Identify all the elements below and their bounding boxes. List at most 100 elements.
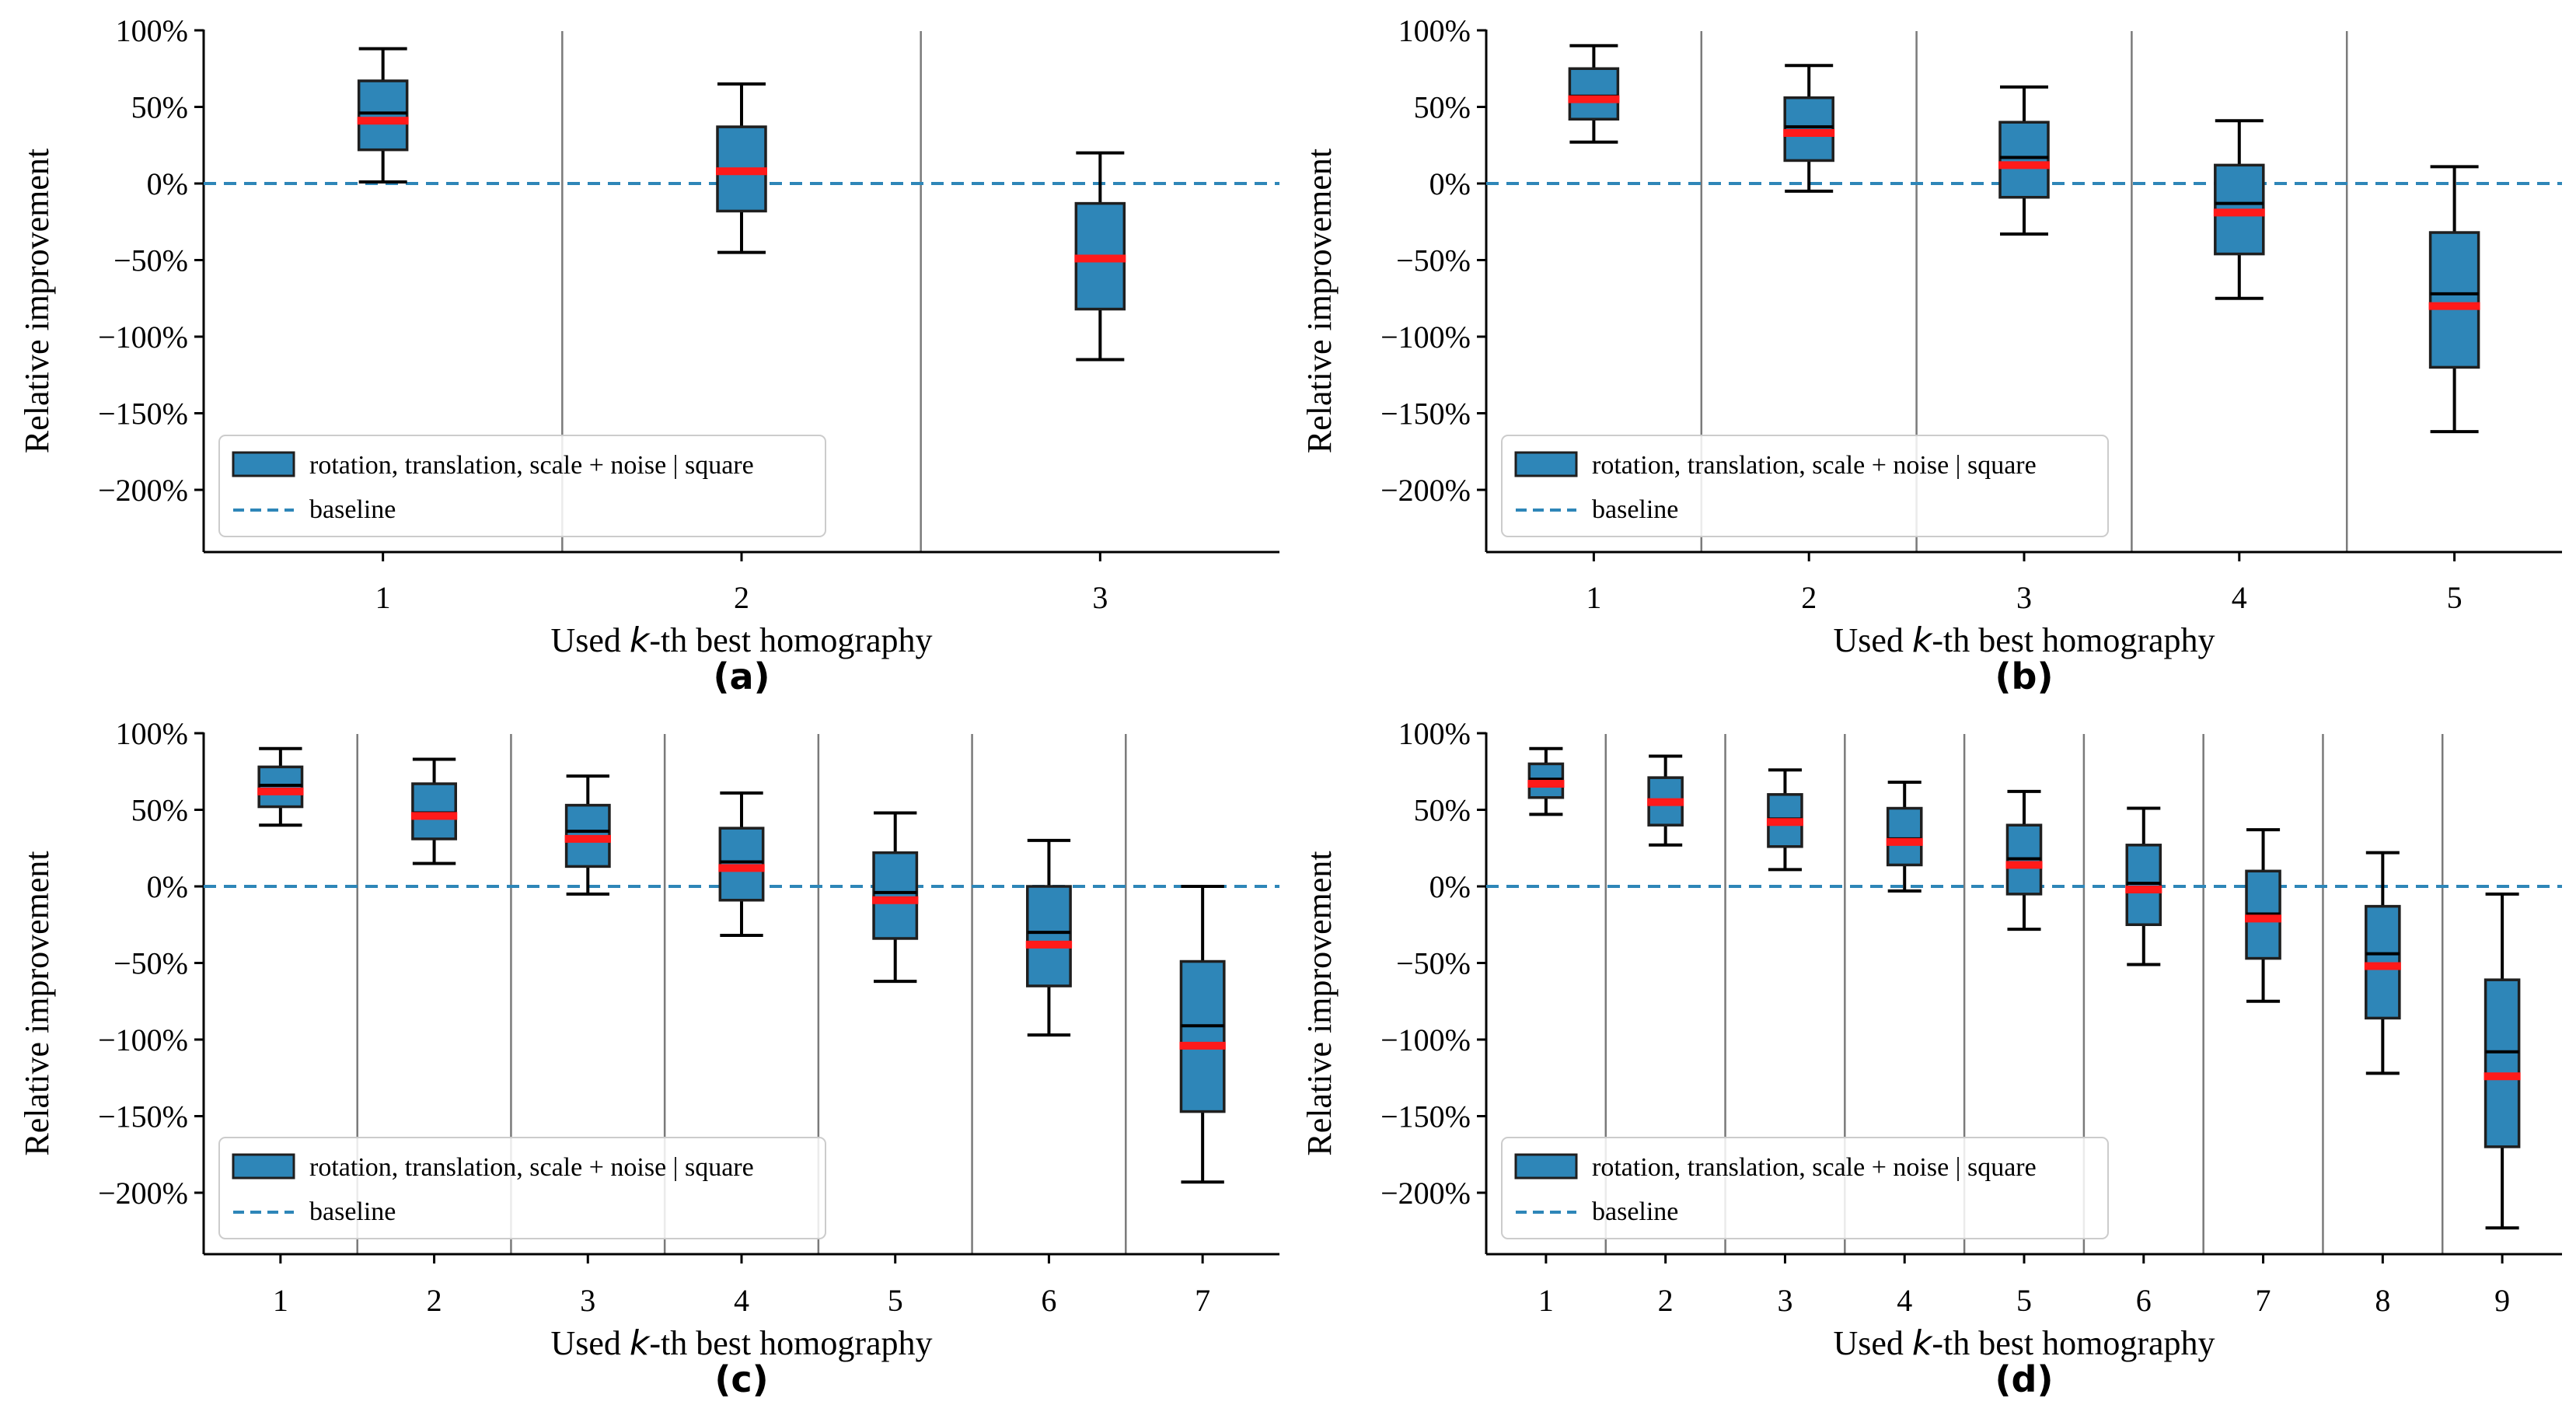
- x-tick-label: 5: [2016, 1283, 2032, 1318]
- iqr-box: [1179, 959, 1226, 1113]
- iqr-box: [2428, 231, 2480, 369]
- legend-frame: [1501, 1137, 2109, 1239]
- x-tick-label: 3: [1777, 1283, 1792, 1318]
- y-tick-label: 50%: [131, 793, 188, 828]
- panel-label: (b): [1995, 655, 2054, 697]
- iqr-box: [1568, 67, 1620, 121]
- box-7: [2245, 828, 2282, 1003]
- legend: rotation, translation, scale + noise | s…: [1501, 435, 2109, 537]
- iqr-box: [357, 79, 409, 152]
- x-tick-label: 2: [734, 580, 749, 615]
- x-axis-title: Used k-th best homography: [550, 1323, 932, 1363]
- box-6: [2125, 806, 2162, 966]
- box-3: [1074, 151, 1126, 362]
- x-tick-label: 1: [1538, 1283, 1554, 1318]
- legend-box-label: rotation, translation, scale + noise | s…: [1592, 1153, 2037, 1182]
- x-tick-label: 3: [1092, 580, 1108, 615]
- y-axis-title: Relative improvement: [1300, 851, 1339, 1155]
- legend-baseline-label: baseline: [1592, 1197, 1678, 1226]
- panel-a: 100% 50% 0% −50% −100% −150% −200% Relative imp…: [18, 13, 1279, 697]
- box-2: [1783, 64, 1835, 193]
- y-tick-label: −150%: [1380, 397, 1471, 432]
- legend-box-swatch: [1514, 451, 1578, 477]
- legend-baseline-label: baseline: [309, 1197, 396, 1226]
- legend-box-label: rotation, translation, scale + noise | s…: [309, 451, 754, 480]
- box-2: [1647, 754, 1684, 847]
- x-tick-label: 3: [2016, 580, 2032, 615]
- x-tick-label: 1: [1586, 580, 1601, 615]
- y-tick-label: −100%: [98, 320, 188, 355]
- legend-box-swatch: [232, 1153, 295, 1180]
- x-tick-label: 3: [580, 1283, 595, 1318]
- iqr-box: [2484, 978, 2521, 1148]
- panel-label: (c): [714, 1358, 768, 1400]
- y-tick-label: 100%: [1398, 13, 1471, 48]
- x-tick-label: 1: [273, 1283, 288, 1318]
- panel-d: 100% 50% 0% −50% −100% −150% −200% Relative imp…: [1300, 716, 2562, 1400]
- box-1: [1568, 44, 1620, 144]
- panel-label: (a): [713, 655, 770, 697]
- iqr-box: [1025, 885, 1072, 987]
- y-tick-label: 50%: [131, 90, 188, 125]
- legend-baseline-label: baseline: [309, 495, 396, 524]
- box-5: [2005, 789, 2043, 931]
- y-tick-label: −200%: [1380, 1176, 1471, 1211]
- y-tick-label: 100%: [116, 13, 188, 48]
- x-tick-label: 6: [1041, 1283, 1056, 1318]
- y-tick-label: −100%: [98, 1022, 188, 1057]
- legend-box-label: rotation, translation, scale + noise | s…: [1592, 451, 2037, 480]
- iqr-box: [872, 851, 919, 940]
- y-axis-title: Relative improvement: [1300, 149, 1339, 453]
- legend-frame: [1501, 435, 2109, 537]
- y-tick-label: −150%: [1380, 1099, 1471, 1134]
- legend: rotation, translation, scale + noise | s…: [218, 435, 826, 537]
- x-axis-title: Used k-th best homography: [1833, 620, 2215, 660]
- x-tick-label: 4: [734, 1283, 749, 1318]
- x-tick-label: 1: [375, 580, 391, 615]
- box-8: [2364, 851, 2401, 1075]
- y-axis-title: Relative improvement: [18, 149, 56, 453]
- x-tick-label: 4: [2232, 580, 2247, 615]
- y-tick-label: −50%: [113, 243, 188, 278]
- legend-box-swatch: [1514, 1153, 1578, 1180]
- iqr-box: [1998, 121, 2050, 199]
- box-2: [716, 82, 767, 254]
- box-9: [2484, 892, 2521, 1230]
- x-tick-label: 2: [427, 1283, 442, 1318]
- box-4: [2213, 119, 2265, 300]
- y-tick-label: 100%: [116, 716, 188, 751]
- x-tick-label: 2: [1801, 580, 1817, 615]
- legend-baseline-label: baseline: [1592, 495, 1678, 524]
- iqr-box: [1886, 806, 1923, 867]
- box-1: [1527, 746, 1565, 816]
- y-tick-label: 0%: [1429, 869, 1471, 904]
- panel-label: (d): [1995, 1358, 2054, 1400]
- box-3: [564, 774, 611, 896]
- x-tick-label: 9: [2494, 1283, 2510, 1318]
- box-4: [1886, 781, 1923, 893]
- x-tick-label: 4: [1897, 1283, 1912, 1318]
- x-tick-label: 5: [2447, 580, 2463, 615]
- x-tick-label: 8: [2375, 1283, 2390, 1318]
- y-tick-label: −100%: [1380, 320, 1471, 355]
- y-tick-label: −100%: [1380, 1022, 1471, 1057]
- y-tick-label: −150%: [98, 397, 188, 432]
- legend-box-label: rotation, translation, scale + noise | s…: [309, 1153, 754, 1182]
- y-tick-label: 50%: [1414, 90, 1471, 125]
- y-tick-label: −200%: [1380, 473, 1471, 508]
- y-tick-label: 50%: [1414, 793, 1471, 828]
- y-tick-label: 0%: [1429, 166, 1471, 201]
- legend: rotation, translation, scale + noise | s…: [218, 1137, 826, 1239]
- legend-frame: [218, 435, 826, 537]
- y-tick-label: 0%: [147, 869, 188, 904]
- box-5: [2428, 165, 2480, 434]
- x-tick-label: 2: [1658, 1283, 1674, 1318]
- panel-c: 100% 50% 0% −50% −100% −150% −200% Relative imp…: [18, 716, 1279, 1400]
- legend-frame: [218, 1137, 826, 1239]
- x-axis-title: Used k-th best homography: [1833, 1323, 2215, 1363]
- legend: rotation, translation, scale + noise | s…: [1501, 1137, 2109, 1239]
- box-3: [1766, 768, 1803, 872]
- box-6: [1025, 838, 1073, 1037]
- y-tick-label: 0%: [147, 166, 188, 201]
